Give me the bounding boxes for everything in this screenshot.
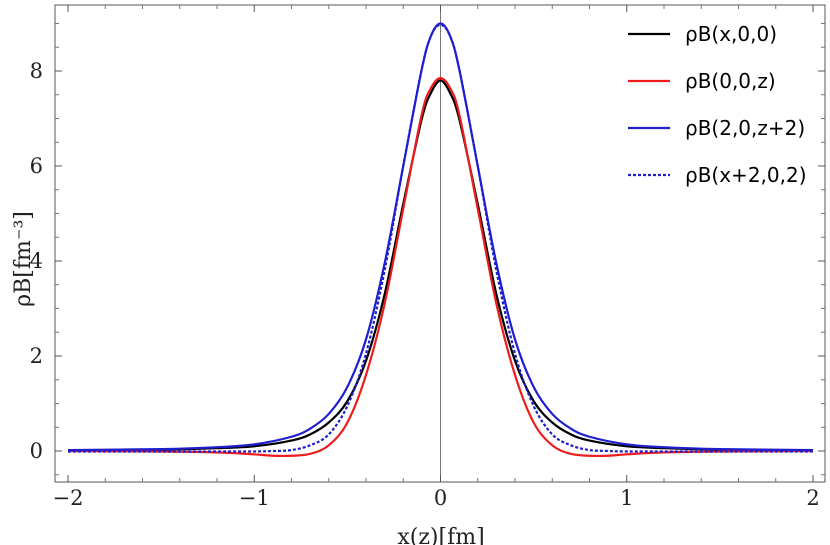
x-axis-title: x(z)[fm] xyxy=(397,525,484,545)
x-tick-label: 2 xyxy=(806,486,819,510)
series-layer xyxy=(67,22,814,458)
y-tick-label: 6 xyxy=(30,154,43,178)
y-tick-label: 0 xyxy=(30,439,43,463)
x-tick-label: −1 xyxy=(239,486,270,510)
legend-label-3: ρB(2,0,z+2) xyxy=(685,116,805,140)
x-tick-label: 0 xyxy=(434,486,447,510)
y-tick-label: 2 xyxy=(30,344,43,368)
series-line-4 xyxy=(68,23,813,453)
series-line-2 xyxy=(67,77,814,458)
legend-label-1: ρB(x,0,0) xyxy=(685,22,777,46)
series-line-3 xyxy=(67,22,814,452)
y-axis-title: ρB[fm⁻³] xyxy=(11,211,36,307)
legend-label-4: ρB(x+2,0,2) xyxy=(685,163,807,187)
series-line-1 xyxy=(67,79,814,452)
x-tick-label: −2 xyxy=(53,486,84,510)
y-tick-label: 8 xyxy=(30,59,43,83)
legend: ρB(x,0,0) ρB(0,0,z) ρB(2,0,z+2) ρB(x+2,0,2) xyxy=(628,22,807,187)
x-tick-label: 1 xyxy=(620,486,633,510)
axes-layer: −2 −1 0 1 2 0 2 4 6 8 xyxy=(30,4,826,510)
legend-label-2: ρB(0,0,z) xyxy=(685,69,776,93)
y-tick-label: 4 xyxy=(30,249,43,273)
